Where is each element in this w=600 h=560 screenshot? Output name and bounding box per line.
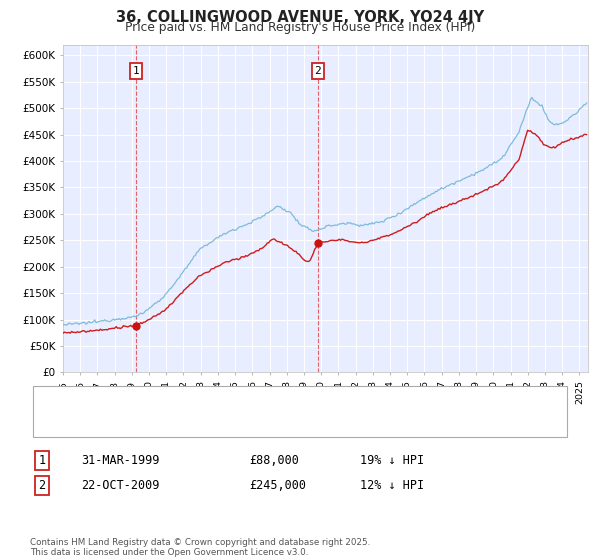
Text: —: — bbox=[45, 414, 60, 429]
Text: 36, COLLINGWOOD AVENUE, YORK, YO24 4JY (detached house): 36, COLLINGWOOD AVENUE, YORK, YO24 4JY (… bbox=[69, 398, 397, 408]
Text: 36, COLLINGWOOD AVENUE, YORK, YO24 4JY: 36, COLLINGWOOD AVENUE, YORK, YO24 4JY bbox=[116, 10, 484, 25]
Text: Contains HM Land Registry data © Crown copyright and database right 2025.
This d: Contains HM Land Registry data © Crown c… bbox=[30, 538, 370, 557]
Text: 22-OCT-2009: 22-OCT-2009 bbox=[81, 479, 160, 492]
Text: 12% ↓ HPI: 12% ↓ HPI bbox=[360, 479, 424, 492]
Text: 1: 1 bbox=[133, 66, 140, 76]
Text: HPI: Average price, detached house, York: HPI: Average price, detached house, York bbox=[69, 417, 284, 427]
Text: Price paid vs. HM Land Registry's House Price Index (HPI): Price paid vs. HM Land Registry's House … bbox=[125, 21, 475, 34]
Text: £88,000: £88,000 bbox=[249, 454, 299, 467]
Text: 19% ↓ HPI: 19% ↓ HPI bbox=[360, 454, 424, 467]
Text: 31-MAR-1999: 31-MAR-1999 bbox=[81, 454, 160, 467]
Text: —: — bbox=[45, 395, 61, 410]
Text: 1: 1 bbox=[38, 454, 46, 467]
Text: 2: 2 bbox=[314, 66, 321, 76]
Text: 2: 2 bbox=[38, 479, 46, 492]
Text: £245,000: £245,000 bbox=[249, 479, 306, 492]
